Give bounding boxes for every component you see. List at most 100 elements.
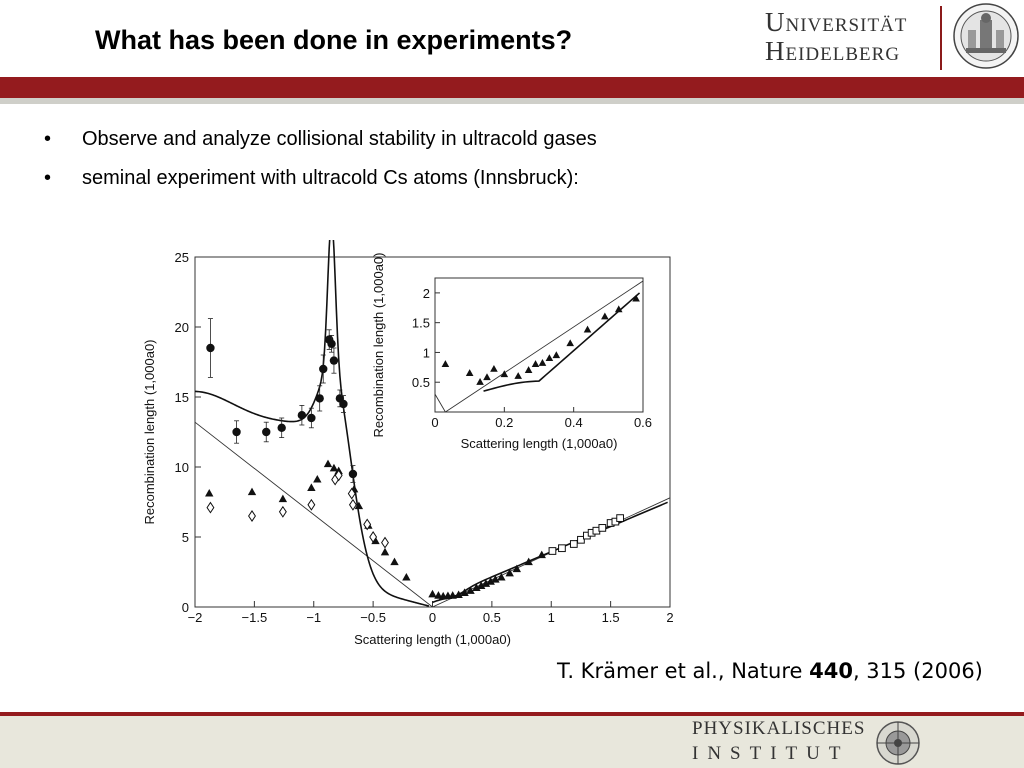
x-axis-label: Scattering length (1,000a0) [354,632,511,647]
data-point-square [548,547,557,555]
citation-volume: 440 [809,659,853,683]
main-plot: −2 −1.5 −1 −0.5 0 0.5 1 1.5 20510152025Scatterin… [142,240,674,647]
citation-suffix: , 315 (2006) [852,659,983,683]
university-logo: Universität Heidelberg [745,2,1024,74]
university-logo-line1: Universität [765,7,908,37]
x-tick-label: 0.4 [565,415,583,430]
data-point-diamond [307,498,316,511]
bullet-marker: • [44,167,52,189]
x-tick-label: −1 [306,610,321,625]
data-point-square [569,540,578,548]
x-tick-label: 0 [431,415,438,430]
bullet-text: seminal experiment with ultracold Cs ato… [82,167,579,189]
y-tick-label: 1.5 [412,316,430,331]
recombination-length-chart: −2 −1.5 −1 −0.5 0 0.5 1 1.5 20510152025Scatterin… [142,240,674,647]
data-point-triangle [614,305,623,313]
bullet-item: • seminal experiment with ultracold Cs a… [44,164,744,192]
data-point-circle [277,423,286,432]
data-point-circle [319,364,328,374]
x-tick-label: 0.2 [495,415,513,430]
data-point-triangle [390,557,399,566]
y-tick-label: 25 [175,250,189,265]
y-tick-label: 5 [182,530,189,545]
data-point-circle [307,413,316,423]
data-point-triangle [205,488,214,497]
data-point-triangle [486,577,495,585]
data-point-triangle [481,579,491,587]
data-point-triangle [323,459,333,468]
data-point-circle [297,411,307,420]
data-point-circle [262,427,271,437]
data-point-diamond [381,536,389,549]
y-tick-label: 2 [423,286,430,301]
slide-title: What has been done in experiments? [95,25,573,55]
citation-prefix: T. Krämer et al., Nature [557,659,810,683]
y-tick-label: 10 [175,460,189,475]
data-point-triangle [247,487,257,496]
theory-curve [194,240,430,607]
x-tick-label: 1.5 [602,610,620,625]
data-point-diamond [278,505,287,518]
data-point-diamond [348,498,357,511]
data-point-triangle [537,550,546,559]
data-point-circle [348,469,358,479]
data-point-triangle [428,589,437,598]
data-point-triangle [472,583,481,592]
logo-divider [940,6,942,70]
data-point-diamond [248,510,256,522]
y-axis-label: Recombination length (1,000a0) [371,252,386,437]
x-tick-label: −0.5 [360,610,386,625]
data-point-triangle [601,312,609,320]
data-point-square [598,524,607,532]
data-point-triangle [448,591,457,599]
data-point-diamond [369,531,378,543]
data-point-diamond [334,469,343,482]
y-tick-label: 15 [175,390,189,405]
inset-frame [434,277,644,413]
x-tick-label: 0 [429,610,436,625]
data-point-triangle [632,294,640,302]
reference-line [434,280,644,413]
data-point-triangle [524,557,533,566]
header-accent-bar [0,77,1024,98]
data-point-triangle [329,463,339,472]
data-point-triangle [454,590,463,599]
data-point-triangle [512,564,522,573]
data-point-triangle [466,586,475,594]
y-axis-label: Recombination length (1,000a0) [142,339,157,524]
data-point-triangle [514,372,522,379]
data-point-circle [327,339,336,348]
x-tick-label: −2 [188,610,203,625]
bullet-marker: • [44,128,52,150]
data-point-triangle [552,351,561,359]
inset-plot: 0 0.2 0.4 0.6 0.5 1 1.5 2 Scattering length (1,0… [371,252,653,468]
data-point-diamond [347,487,356,500]
x-axis-label: Scattering length (1,000a0) [461,436,618,451]
bullet-item: • Observe and analyze collisional stabil… [44,125,744,153]
y-tick-label: 1 [423,345,430,360]
data-point-circle [206,343,215,353]
university-logo-text: Universität Heidelberg [765,8,907,66]
data-point-triangle [380,547,390,556]
data-point-triangle [524,366,533,373]
footer-band [0,712,1024,768]
data-point-triangle [497,572,506,581]
inset-background [373,258,653,468]
institute-emblem-icon [876,721,920,765]
data-point-triangle [538,358,547,366]
x-tick-label: 0.6 [634,415,652,430]
data-point-square [558,544,566,553]
header-gray-bar [0,98,1024,104]
data-point-triangle [566,339,574,347]
data-point-triangle [505,568,514,577]
bullet-list: • Observe and analyze collisional stabil… [44,125,744,203]
data-point-triangle [278,494,288,503]
data-point-triangle [354,501,364,510]
data-point-triangle [583,325,592,333]
data-point-triangle [476,581,486,589]
bullet-text: Observe and analyze collisional stabilit… [82,128,597,150]
data-point-triangle [441,360,450,368]
x-tick-label: −1.5 [242,610,268,625]
data-point-triangle [491,575,500,583]
data-point-triangle [307,483,316,491]
